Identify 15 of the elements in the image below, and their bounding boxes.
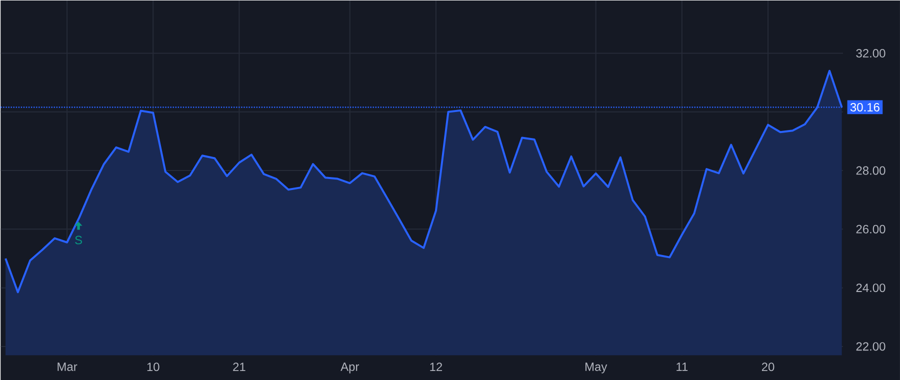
ref-line-label: 30.16 xyxy=(850,102,880,112)
annotation: S xyxy=(75,236,82,244)
x-tick-label: Apr xyxy=(340,362,360,374)
y-tick-label: 24.00 xyxy=(856,283,886,292)
x-tick-label: 10 xyxy=(147,362,160,372)
y-tick-label: 26.00 xyxy=(856,224,886,234)
x-tick-label: May xyxy=(585,362,608,374)
x-tick-label: 11 xyxy=(676,362,688,371)
y-tick-label: 32.00 xyxy=(856,48,886,58)
x-tick-label: Mar xyxy=(58,362,78,371)
x-tick-label: 21 xyxy=(233,362,246,371)
y-tick-label: 22.00 xyxy=(856,342,886,351)
y-tick-label: 28.00 xyxy=(856,166,886,175)
x-tick-label: 12 xyxy=(430,362,442,371)
x-tick-label: 20 xyxy=(762,362,774,372)
